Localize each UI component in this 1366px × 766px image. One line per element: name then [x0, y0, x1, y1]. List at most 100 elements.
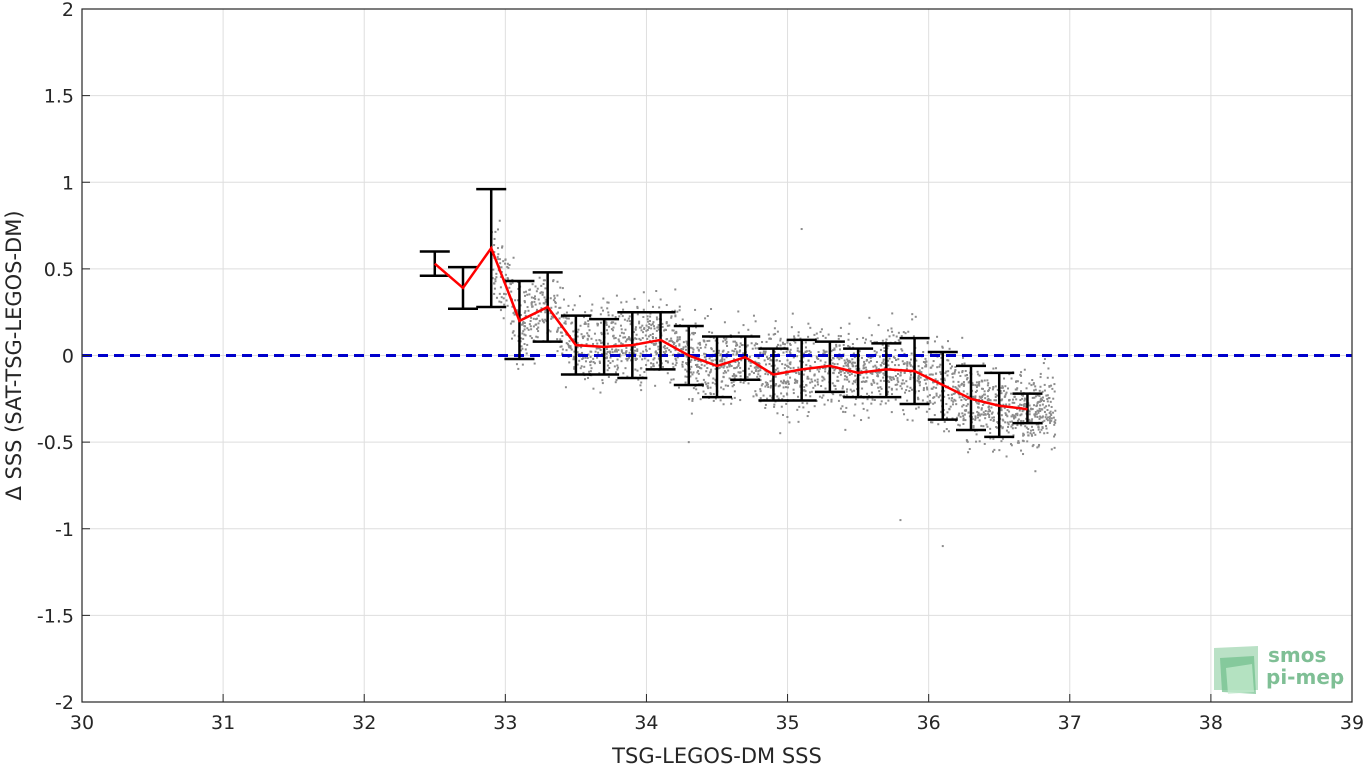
scatter-point: [712, 399, 715, 402]
scatter-point: [699, 360, 702, 363]
scatter-point: [493, 282, 496, 285]
scatter-point: [926, 388, 929, 391]
scatter-point: [620, 331, 623, 334]
scatter-point: [1031, 418, 1034, 421]
scatter-point: [982, 411, 985, 414]
scatter-point: [526, 306, 529, 309]
scatter-point: [883, 372, 886, 375]
scatter-point: [996, 388, 999, 391]
scatter-point: [719, 360, 722, 363]
scatter-point: [641, 324, 644, 327]
scatter-point: [620, 349, 623, 352]
scatter-point: [674, 364, 677, 367]
scatter-point: [876, 373, 879, 376]
scatter-point: [512, 330, 515, 333]
scatter-point: [1034, 395, 1037, 398]
scatter-point: [774, 371, 777, 374]
scatter-point: [583, 322, 586, 325]
scatter-point: [921, 399, 924, 402]
scatter-point: [618, 315, 621, 318]
scatter-point: [931, 421, 934, 424]
scatter-point: [929, 401, 932, 404]
scatter-point: [671, 341, 674, 344]
scatter-point: [794, 378, 797, 381]
scatter-point: [544, 318, 547, 321]
scatter-point: [863, 360, 866, 363]
scatter-point: [696, 371, 699, 374]
scatter-point: [890, 411, 893, 414]
scatter-point: [690, 359, 693, 362]
scatter-point: [735, 341, 738, 344]
scatter-point: [840, 357, 843, 360]
scatter-point: [847, 365, 850, 368]
scatter-point: [888, 335, 891, 338]
scatter-point: [762, 394, 765, 397]
scatter-point: [773, 405, 776, 408]
scatter-point: [900, 348, 903, 351]
scatter-point: [620, 360, 623, 363]
scatter-point: [853, 414, 856, 417]
scatter-point: [796, 355, 799, 358]
scatter-point: [694, 322, 697, 325]
scatter-point: [945, 403, 948, 406]
scatter-point: [559, 326, 562, 329]
scatter-point: [530, 328, 533, 331]
scatter-point: [951, 397, 954, 400]
scatter-point: [690, 412, 693, 415]
scatter-point: [794, 380, 797, 383]
scatter-point: [688, 398, 691, 401]
scatter-point: [880, 364, 883, 367]
scatter-point: [738, 350, 741, 353]
scatter-point: [647, 326, 650, 329]
scatter-point: [710, 368, 713, 371]
scatter-point: [833, 363, 836, 366]
scatter-point: [622, 372, 625, 375]
scatter-point: [657, 326, 660, 329]
scatter-point: [1019, 373, 1022, 376]
scatter-point: [1027, 434, 1030, 437]
scatter-point: [962, 419, 965, 422]
scatter-point: [839, 373, 842, 376]
scatter-point: [939, 363, 942, 366]
scatter-point: [803, 389, 806, 392]
scatter-point: [882, 360, 885, 363]
scatter-point: [618, 340, 621, 343]
scatter-point: [989, 432, 992, 435]
scatter-point: [1000, 440, 1003, 443]
scatter-point: [895, 358, 898, 361]
scatter-point: [528, 323, 531, 326]
scatter-point: [1010, 377, 1013, 380]
scatter-point: [843, 372, 846, 375]
scatter-point: [878, 390, 881, 393]
scatter-point: [622, 308, 625, 311]
scatter-point: [689, 375, 692, 378]
scatter-point: [931, 387, 934, 390]
scatter-point: [532, 296, 535, 299]
scatter-point: [719, 354, 722, 357]
scatter-point: [731, 385, 734, 388]
scatter-point: [833, 347, 836, 350]
scatter-point: [887, 390, 890, 393]
scatter-point: [646, 315, 649, 318]
scatter-point: [538, 302, 541, 305]
scatter-point: [530, 296, 533, 299]
scatter-point: [963, 397, 966, 400]
scatter-point: [666, 347, 669, 350]
scatter-point: [834, 387, 837, 390]
scatter-point: [725, 371, 728, 374]
scatter-point: [627, 336, 630, 339]
scatter-point: [576, 363, 579, 366]
scatter-point: [928, 399, 931, 402]
scatter-point: [1013, 417, 1016, 420]
scatter-point: [1050, 384, 1053, 387]
scatter-point: [507, 277, 510, 280]
scatter-point: [634, 349, 637, 352]
scatter-point: [511, 305, 514, 308]
scatter-point: [704, 392, 707, 395]
scatter-point: [834, 367, 837, 370]
scatter-point: [586, 332, 589, 335]
scatter-point: [1000, 414, 1003, 417]
scatter-point: [962, 414, 965, 417]
scatter-point: [671, 329, 674, 332]
scatter-point: [722, 340, 725, 343]
